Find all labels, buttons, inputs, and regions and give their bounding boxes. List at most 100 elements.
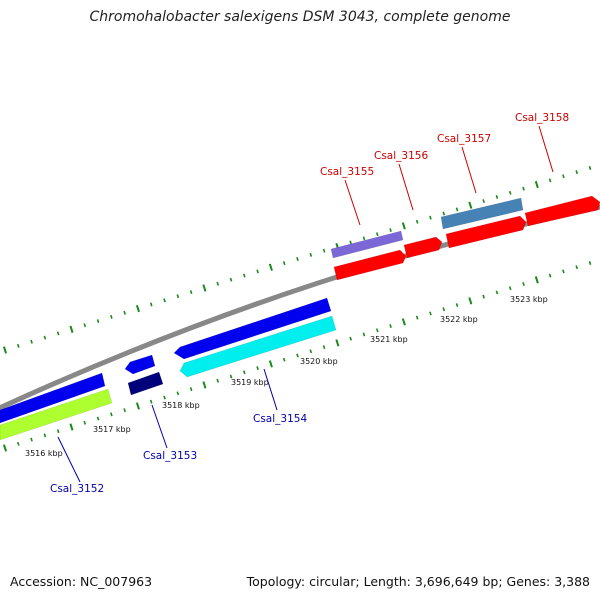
gene-label-csal_3154: Csal_3154 — [253, 413, 307, 425]
upper-tick-row-tick — [508, 190, 512, 195]
upper-tick-row-tick — [522, 186, 525, 191]
feature-reverse-1 — [0, 372, 106, 424]
lower-tick-row-tick — [442, 307, 446, 312]
lower-tick-row-tick — [349, 336, 352, 341]
gene-label-csal_3152: Csal_3152 — [50, 483, 104, 495]
upper-tick-row-tick — [256, 269, 259, 274]
upper-tick-row-tick — [322, 248, 326, 253]
kbp-label: 3522 kbp — [440, 315, 478, 324]
lower-tick-row-tick — [415, 315, 419, 320]
lower-tick-row-tick — [389, 324, 392, 329]
lower-tick-row-tick — [2, 444, 8, 452]
lower-tick-row-tick — [562, 269, 565, 274]
lower-tick-row-tick — [83, 420, 87, 425]
upper-tick-row-tick — [495, 194, 499, 199]
upper-tick-row-tick — [202, 284, 207, 292]
gene-label-csal_3156: Csal_3156 — [374, 150, 428, 162]
lower-tick-row-tick — [455, 303, 459, 308]
lower-tick-row-tick — [96, 416, 100, 421]
feature-reverse-5 — [0, 388, 113, 441]
kbp-label: 3521 kbp — [370, 335, 408, 344]
lower-tick-row-tick — [335, 339, 340, 347]
lower-tick-row-tick — [256, 366, 259, 371]
lower-tick-row-tick — [548, 273, 552, 278]
upper-tick-row-tick — [389, 228, 392, 233]
upper-tick-row-tick — [375, 232, 379, 237]
lower-tick-row-tick — [163, 395, 166, 400]
upper-tick-row-tick — [123, 310, 126, 315]
upper-tick-row-tick — [163, 298, 166, 303]
lower-tick-row-tick — [268, 360, 273, 368]
upper-tick-row-tick — [43, 335, 47, 340]
feature-reverse-4 — [179, 315, 337, 378]
lower-tick-row-tick — [135, 402, 140, 410]
upper-tick-row-tick — [468, 201, 473, 209]
gene-label-csal_3155: Csal_3155 — [320, 166, 374, 178]
gene-label-csal_3157: Csal_3157 — [437, 133, 491, 145]
lower-tick-row-tick — [309, 349, 313, 354]
upper-tick-row-tick — [349, 240, 352, 245]
kbp-label: 3517 kbp — [93, 425, 131, 434]
upper-tick-row-tick — [176, 294, 180, 299]
upper-tick-row-tick — [588, 166, 592, 170]
gene-leader-line — [461, 146, 477, 194]
lower-tick-row-tick — [575, 265, 579, 270]
gene-leader-line — [538, 125, 554, 173]
lower-tick-row-tick — [216, 378, 220, 383]
gene-leader-line — [398, 163, 414, 211]
upper-tick-row-tick — [243, 273, 246, 278]
gene-leader-line — [344, 179, 361, 226]
upper-tick-row-tick — [16, 343, 20, 348]
kbp-label: 3516 kbp — [25, 449, 63, 458]
gene-leader-line — [57, 436, 81, 483]
lower-tick-row-tick — [429, 311, 432, 316]
lower-tick-row-tick — [588, 261, 592, 265]
feature-forward-4 — [524, 195, 600, 227]
feature-forward-top-2 — [440, 197, 524, 230]
upper-tick-row-tick — [229, 277, 233, 282]
upper-tick-row-tick — [30, 339, 33, 344]
upper-tick-row-tick — [149, 302, 153, 307]
kbp-label: 3520 kbp — [300, 357, 338, 366]
lower-tick-row-tick — [176, 391, 180, 396]
lower-tick-row-tick — [149, 399, 153, 404]
lower-tick-row-tick — [123, 408, 126, 413]
upper-tick-row-tick — [296, 257, 299, 261]
upper-tick-row-tick — [575, 170, 579, 175]
lower-tick-row-tick — [229, 374, 233, 379]
upper-tick-row-tick — [442, 211, 446, 216]
lower-tick-row-tick — [282, 357, 286, 362]
feature-reverse-2 — [124, 354, 156, 375]
upper-tick-row-tick — [69, 325, 74, 333]
lower-tick-row-tick — [69, 423, 74, 431]
upper-tick-row-tick — [309, 252, 313, 257]
upper-tick-row-tick — [83, 323, 87, 328]
upper-tick-row-tick — [362, 236, 366, 241]
lower-tick-row-tick — [110, 412, 113, 417]
upper-tick-row-tick — [429, 215, 432, 220]
lower-tick-row-tick — [202, 381, 207, 389]
kbp-label: 3523 kbp — [510, 295, 548, 304]
upper-tick-row-tick — [135, 304, 140, 313]
upper-tick-row-tick — [415, 219, 419, 224]
kbp-label: 3519 kbp — [231, 378, 269, 387]
map-title: Chromohalobacter salexigens DSM 3043, co… — [89, 9, 511, 25]
kbp-label: 3518 kbp — [162, 401, 200, 410]
lower-tick-row-tick — [16, 441, 20, 446]
feature-forward-1 — [333, 249, 407, 281]
accession-label: Accession: NC_007963 — [10, 574, 153, 589]
lower-tick-row-tick — [522, 282, 525, 286]
lower-tick-row-tick — [30, 437, 33, 442]
upper-tick-row-tick — [534, 180, 539, 189]
upper-tick-row-tick — [189, 290, 193, 295]
lower-tick-row-tick — [43, 433, 47, 438]
lower-tick-row-tick — [495, 290, 499, 295]
lower-tick-row-tick — [296, 353, 299, 358]
lower-tick-row-tick — [189, 387, 193, 392]
upper-tick-row-tick — [3, 346, 7, 354]
lower-tick-row-tick — [401, 318, 406, 326]
feature-forward-3 — [445, 215, 527, 249]
upper-tick-row-tick — [482, 199, 485, 204]
lower-tick-row-tick — [508, 286, 512, 291]
